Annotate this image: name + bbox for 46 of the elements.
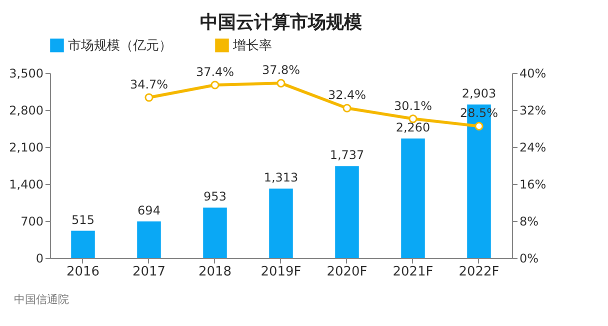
y-tick-label: 700: [20, 214, 44, 228]
data-label: 37.8%: [262, 63, 300, 78]
x-tick-label: 2020F: [326, 264, 368, 280]
y-tick-label: 2,800: [9, 104, 44, 118]
data-label: 515: [72, 212, 94, 227]
legend-label: 市场规模（亿元）: [68, 38, 172, 54]
data-label: 2,260: [396, 120, 430, 135]
bar: [269, 188, 293, 258]
x-tick-label: 2018: [198, 264, 232, 280]
point: [276, 78, 286, 88]
x-tick-label: 2021F: [392, 264, 434, 280]
text: 中国信通院: [14, 292, 69, 307]
chart-title: 中国云计算市场规模: [200, 12, 362, 33]
y2-tick-label: 0%: [520, 252, 539, 266]
point: [210, 80, 220, 90]
data-label: 34.7%: [130, 78, 168, 92]
y2-tick-label: 16%: [520, 178, 546, 192]
y-tick-label: 0: [36, 252, 44, 266]
bar: [71, 230, 95, 258]
y2-tick-label: 32%: [520, 104, 546, 118]
x-tick-label: 2017: [132, 264, 166, 280]
y-tick-label: 1,400: [9, 178, 44, 192]
y-tick-label: 2,100: [9, 140, 44, 154]
bar: [335, 166, 359, 258]
data-label: 694: [138, 203, 160, 218]
x-tick-label: 2022F: [458, 264, 500, 280]
point: [342, 104, 352, 112]
y-tick-label: 3,500: [9, 66, 44, 80]
data-label: 32.4%: [328, 88, 366, 102]
bar: [401, 138, 425, 258]
bar: [137, 221, 161, 258]
data-label: 953: [204, 190, 226, 204]
data-label: 30.1%: [394, 98, 432, 113]
data-label: 37.4%: [196, 65, 234, 80]
point: [474, 122, 484, 130]
bar: [203, 208, 227, 258]
x-tick-label: 2019F: [260, 264, 302, 280]
y2-tick-label: 40%: [520, 66, 546, 80]
y2-tick-label: 24%: [520, 140, 546, 154]
y2-tick-label: 8%: [520, 214, 539, 228]
point: [144, 93, 154, 102]
data-label: 2,903: [462, 86, 496, 101]
data-label: 1,737: [330, 148, 364, 162]
legend-label: 增长率: [232, 37, 272, 54]
data-label: 1,313: [264, 170, 298, 185]
x-tick-label: 2016: [66, 264, 100, 280]
